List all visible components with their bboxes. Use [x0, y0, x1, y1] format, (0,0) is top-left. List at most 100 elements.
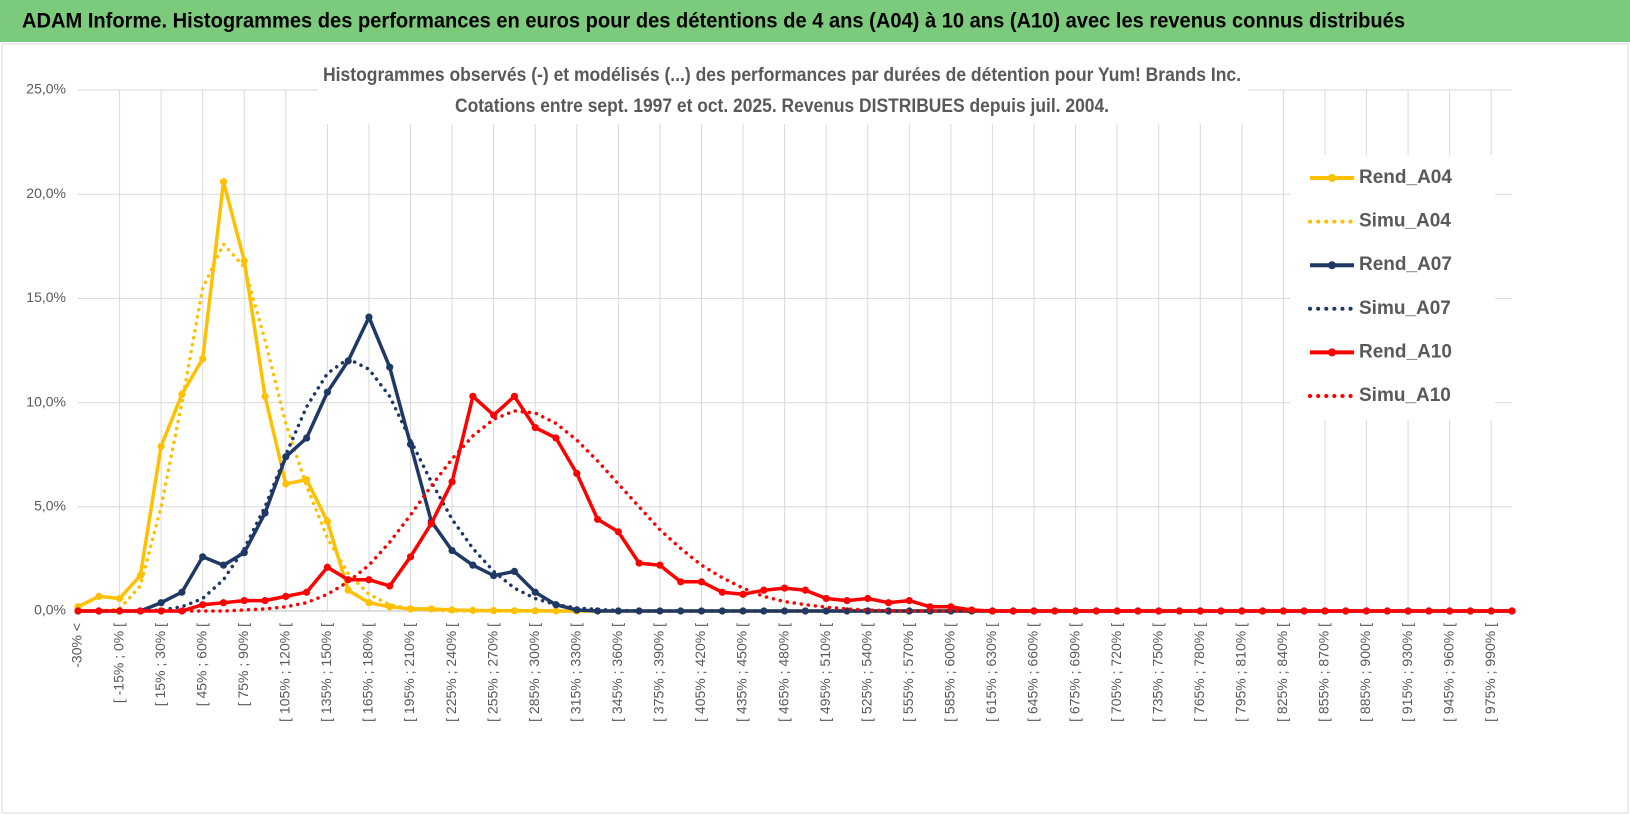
x-tick-label: [ 525% ; 540% [: [858, 623, 874, 722]
data-point: [926, 603, 934, 611]
x-tick-label: [ 375% ; 390% [: [651, 623, 667, 722]
data-point: [219, 561, 228, 569]
y-tick-label: 0,0%: [34, 602, 66, 618]
data-point: [199, 553, 207, 561]
x-tick-label: [ 585% ; 600% [: [942, 623, 958, 722]
data-point: [1383, 607, 1391, 615]
data-point: [406, 440, 415, 448]
x-tick-label: [ 705% ; 720% [: [1108, 623, 1124, 722]
x-tick-label: [ 855% ; 870% [: [1316, 623, 1332, 722]
data-point: [95, 592, 103, 601]
data-point: [323, 563, 331, 571]
x-tick-label: [ 555% ; 570% [: [900, 623, 916, 722]
data-point: [656, 607, 664, 615]
x-tick-label: [ 135% ; 150% [: [318, 623, 334, 722]
data-point: [365, 599, 373, 607]
legend-label: Simu_A07: [1359, 298, 1451, 319]
legend-label: Simu_A10: [1359, 385, 1451, 406]
legend-label: Rend_A04: [1359, 167, 1452, 188]
data-point: [282, 480, 290, 488]
x-tick-label: [ 255% ; 270% [: [484, 623, 500, 722]
data-point: [490, 571, 498, 580]
data-point: [947, 603, 955, 611]
data-point: [1466, 607, 1475, 615]
x-tick-label: [ 975% ; 990% [: [1482, 623, 1498, 722]
data-point: [219, 599, 228, 607]
x-tick-label: [ 465% ; 480% [: [775, 623, 791, 722]
data-point: [178, 607, 186, 615]
data-point: [531, 424, 539, 432]
x-tick-label: [ 315% ; 330% [: [567, 623, 583, 722]
x-tick-label: [ 405% ; 420% [: [692, 623, 708, 722]
data-point: [1404, 607, 1412, 615]
data-point: [386, 582, 394, 590]
x-tick-label: [ 285% ; 300% [: [526, 623, 542, 722]
data-point: [199, 601, 207, 609]
data-point: [1175, 607, 1184, 615]
series-line: [78, 394, 1512, 613]
data-point: [697, 607, 706, 615]
x-tick-label: [ 435% ; 450% [: [734, 623, 750, 722]
legend-marker: [1328, 261, 1336, 270]
data-point: [1071, 607, 1080, 615]
y-tick-label: 15,0%: [26, 289, 66, 305]
data-point: [386, 603, 394, 611]
chart-subtitle: Cotations entre sept. 1997 et oct. 2025.…: [455, 96, 1109, 117]
data-point: [635, 607, 643, 615]
data-point: [240, 257, 248, 265]
header-title: ADAM Informe. Histogrammes des performan…: [22, 10, 1405, 33]
x-tick-label: [ 345% ; 360% [: [609, 623, 625, 722]
data-point: [510, 567, 519, 576]
data-point: [448, 546, 456, 555]
data-point: [427, 519, 435, 528]
data-point: [1362, 607, 1371, 615]
x-tick-label: [ 15% ; 30% [: [152, 623, 168, 706]
data-point: [510, 392, 519, 400]
y-tick-label: 25,0%: [26, 81, 66, 97]
x-tick-label: -30% <: [69, 623, 85, 668]
data-point: [1425, 607, 1433, 615]
x-tick-label: [ 915% ; 930% [: [1399, 623, 1415, 722]
x-tick-label: [ 675% ; 690% [: [1066, 623, 1082, 722]
data-point: [1446, 607, 1454, 615]
x-tick-label: [ 615% ; 630% [: [983, 623, 999, 722]
data-point: [178, 588, 186, 596]
x-tick-label: [ -15% ; 0% [: [110, 623, 126, 703]
legend-label: Rend_A07: [1359, 254, 1452, 275]
data-point: [593, 515, 602, 523]
x-tick-label: [ 45% ; 60% [: [193, 623, 209, 706]
data-point: [1134, 607, 1142, 615]
data-point: [157, 607, 165, 615]
header-bar: [0, 0, 1630, 42]
data-point: [261, 392, 269, 400]
data-point: [697, 578, 706, 586]
title-box: [318, 58, 1248, 124]
data-point: [448, 478, 456, 486]
x-tick-label: [ 945% ; 960% [: [1440, 623, 1456, 722]
data-point: [739, 590, 747, 598]
x-tick-label: [ 645% ; 660% [: [1025, 623, 1041, 722]
x-tick-label: [ 765% ; 780% [: [1191, 623, 1207, 722]
data-point: [801, 586, 809, 594]
x-tick-label: [ 495% ; 510% [: [817, 623, 833, 722]
data-point: [739, 607, 747, 615]
data-point: [677, 578, 685, 586]
data-point: [240, 549, 248, 557]
legend-marker: [1328, 174, 1336, 182]
data-point: [718, 607, 726, 615]
x-tick-label: [ 735% ; 750% [: [1149, 623, 1165, 722]
data-point: [157, 599, 165, 607]
data-point: [1113, 607, 1121, 615]
data-point: [323, 388, 331, 396]
data-point: [1092, 607, 1100, 615]
data-point: [406, 553, 415, 561]
legend-label: Simu_A04: [1359, 211, 1451, 232]
data-point: [365, 313, 373, 321]
data-point: [344, 586, 352, 594]
series-line: [76, 409, 1514, 613]
x-tick-label: [ 225% ; 240% [: [443, 623, 459, 722]
data-point: [469, 392, 477, 400]
data-point: [1155, 607, 1163, 615]
data-point: [552, 434, 560, 442]
data-point: [386, 363, 394, 371]
